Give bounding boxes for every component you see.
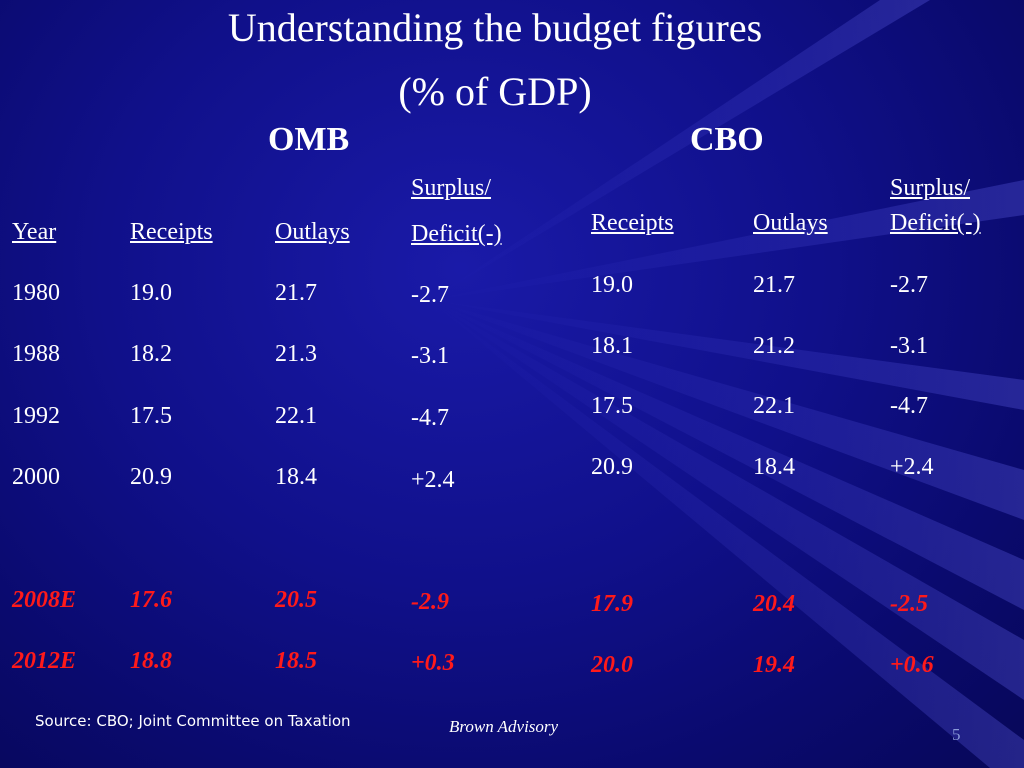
omb-heading: OMB bbox=[268, 121, 350, 158]
cbo-outlays: 19.4 bbox=[753, 652, 795, 678]
omb-outlays: 21.3 bbox=[275, 341, 317, 367]
omb-surplus: -4.7 bbox=[411, 405, 449, 431]
omb-surplus: -2.9 bbox=[411, 589, 449, 615]
omb-outlays: 18.5 bbox=[275, 648, 317, 674]
omb-outlays: 21.7 bbox=[275, 280, 317, 306]
page-number: 5 bbox=[952, 725, 961, 744]
cbo-outlays: 18.4 bbox=[753, 454, 795, 480]
cbo-surplus: -3.1 bbox=[890, 333, 928, 359]
cbo-surplus: +0.6 bbox=[890, 652, 934, 678]
cbo-receipts: 18.1 bbox=[591, 333, 633, 359]
omb-receipts: 17.5 bbox=[130, 403, 172, 429]
omb-year: 1980 bbox=[12, 280, 60, 306]
omb-receipts: 18.2 bbox=[130, 341, 172, 367]
omb-outlays: 20.5 bbox=[275, 587, 317, 613]
cbo-surplus: +2.4 bbox=[890, 454, 934, 480]
omb-year: 2000 bbox=[12, 464, 60, 490]
omb-surplus: +2.4 bbox=[411, 467, 455, 493]
brand-footer: Brown Advisory bbox=[449, 717, 559, 736]
cbo-outlays: 20.4 bbox=[753, 591, 795, 617]
omb-receipts: 17.6 bbox=[130, 587, 172, 613]
omb-year: 2012E bbox=[12, 648, 77, 674]
cbo-heading: CBO bbox=[690, 121, 764, 158]
cbo-receipts: 20.9 bbox=[591, 454, 633, 480]
omb-header-surplus-line2: Deficit(-) bbox=[411, 221, 502, 247]
cbo-receipts: 17.9 bbox=[591, 591, 633, 617]
omb-year: 2008E bbox=[12, 587, 77, 613]
omb-receipts: 19.0 bbox=[130, 280, 172, 306]
cbo-surplus: -2.7 bbox=[890, 272, 928, 298]
omb-header-surplus-line1: Surplus/ bbox=[411, 175, 492, 201]
omb-year: 1992 bbox=[12, 403, 60, 429]
omb-header-outlays: Outlays bbox=[275, 219, 350, 245]
omb-header-year: Year bbox=[12, 219, 57, 245]
cbo-receipts: 20.0 bbox=[591, 652, 633, 678]
omb-receipts: 20.9 bbox=[130, 464, 172, 490]
cbo-outlays: 22.1 bbox=[753, 393, 795, 419]
cbo-surplus: -2.5 bbox=[890, 591, 928, 617]
slide-title-line2: (% of GDP) bbox=[398, 69, 592, 114]
omb-header-receipts: Receipts bbox=[130, 219, 213, 245]
omb-outlays: 18.4 bbox=[275, 464, 317, 490]
omb-receipts: 18.8 bbox=[130, 648, 172, 674]
slide-title-line1: Understanding the budget figures bbox=[227, 5, 763, 50]
omb-surplus: -2.7 bbox=[411, 282, 449, 308]
omb-surplus: +0.3 bbox=[411, 650, 455, 676]
omb-outlays: 22.1 bbox=[275, 403, 317, 429]
cbo-receipts: 17.5 bbox=[591, 393, 633, 419]
cbo-receipts: 19.0 bbox=[591, 272, 633, 298]
cbo-header-receipts: Receipts bbox=[591, 210, 674, 236]
cbo-header-surplus-line1: Surplus/ bbox=[890, 175, 971, 201]
cbo-header-outlays: Outlays bbox=[753, 210, 828, 236]
cbo-header-surplus-line2: Deficit(-) bbox=[890, 210, 981, 236]
cbo-outlays: 21.7 bbox=[753, 272, 795, 298]
cbo-surplus: -4.7 bbox=[890, 393, 928, 419]
cbo-outlays: 21.2 bbox=[753, 333, 795, 359]
omb-year: 1988 bbox=[12, 341, 60, 367]
source-note: Source: CBO; Joint Committee on Taxation bbox=[35, 712, 351, 730]
omb-surplus: -3.1 bbox=[411, 343, 449, 369]
